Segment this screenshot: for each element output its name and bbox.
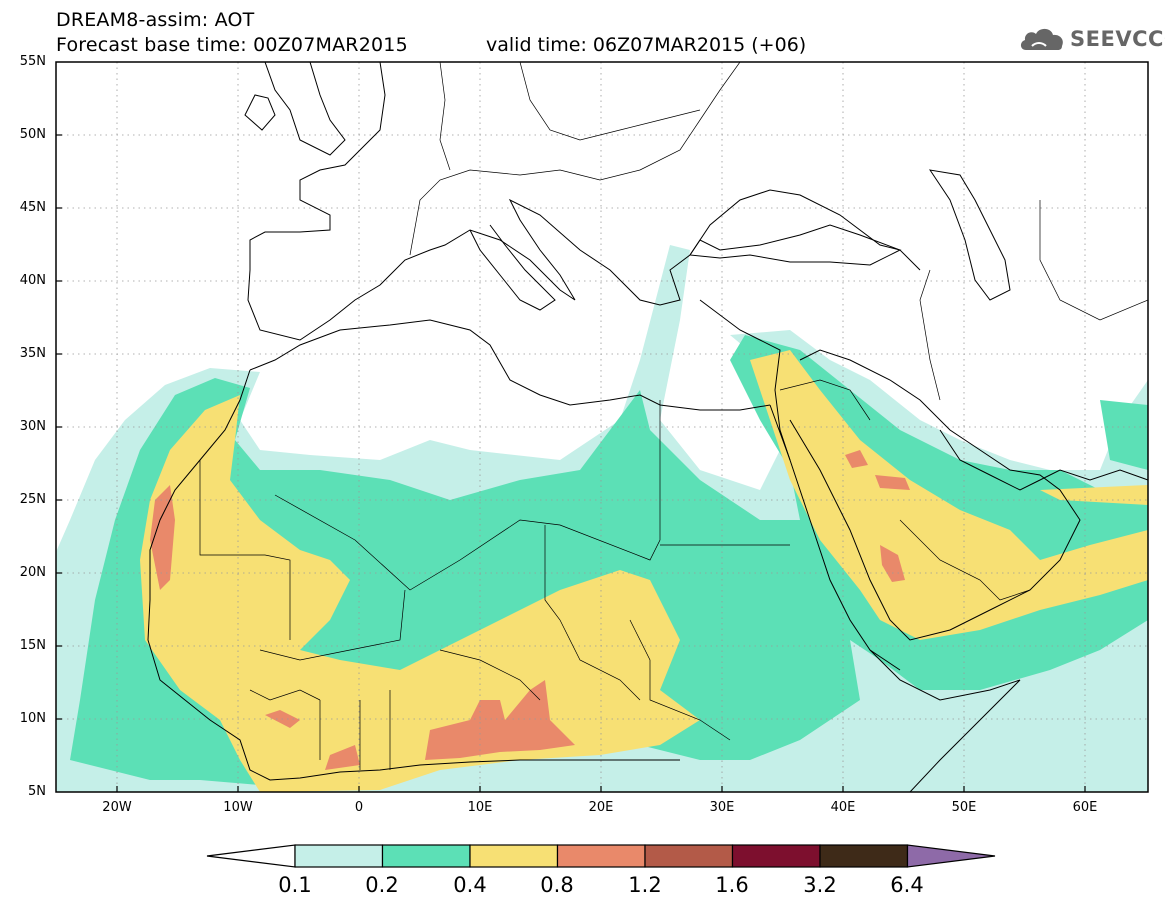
country-borders xyxy=(199,62,1148,770)
lat-label: 20N xyxy=(19,565,46,580)
lat-label: 40N xyxy=(19,273,46,288)
colorbar-label: 3.2 xyxy=(803,873,837,897)
aot-contour-0.8 xyxy=(150,450,910,770)
lat-label: 15N xyxy=(19,638,46,653)
lon-label: 40E xyxy=(830,800,856,815)
colorbar-label: 0.2 xyxy=(365,873,399,897)
lat-label: 10N xyxy=(19,711,46,726)
lon-label: 10W xyxy=(223,800,253,815)
lon-label: 20W xyxy=(102,800,132,815)
lon-label: 60E xyxy=(1072,800,1098,815)
colorbar-label: 0.8 xyxy=(540,873,574,897)
cloud-icon xyxy=(1020,28,1063,50)
colorbar-label: 6.4 xyxy=(890,873,924,897)
lat-label: 45N xyxy=(19,200,46,215)
lat-label: 30N xyxy=(19,419,46,434)
colorbar-label: 1.6 xyxy=(715,873,749,897)
coastlines xyxy=(147,62,1148,792)
lon-label: 0 xyxy=(354,800,364,815)
map-title: DREAM8-assim: AOT xyxy=(56,9,255,31)
colorbar-label: 1.2 xyxy=(628,873,662,897)
lat-label: 5N xyxy=(28,784,46,799)
lon-label: 10E xyxy=(467,800,493,815)
graticule xyxy=(56,62,1148,792)
lat-label: 35N xyxy=(19,346,46,361)
colorbar-label: 0.1 xyxy=(278,873,312,897)
valid-time: valid time: 06Z07MAR2015 (+06) xyxy=(486,34,807,56)
lat-label: 50N xyxy=(19,127,46,142)
lon-label: 30E xyxy=(709,800,735,815)
colorbar-label: 0.4 xyxy=(453,873,487,897)
lon-label: 20E xyxy=(588,800,614,815)
lat-label: 55N xyxy=(19,54,46,69)
lon-label: 50E xyxy=(951,800,977,815)
logo-text: SEEVCCC xyxy=(1070,27,1165,51)
lat-label: 25N xyxy=(19,492,46,507)
seevccc-logo: SEEVCCC xyxy=(1018,24,1165,56)
forecast-base-time: Forecast base time: 00Z07MAR2015 xyxy=(56,34,408,56)
